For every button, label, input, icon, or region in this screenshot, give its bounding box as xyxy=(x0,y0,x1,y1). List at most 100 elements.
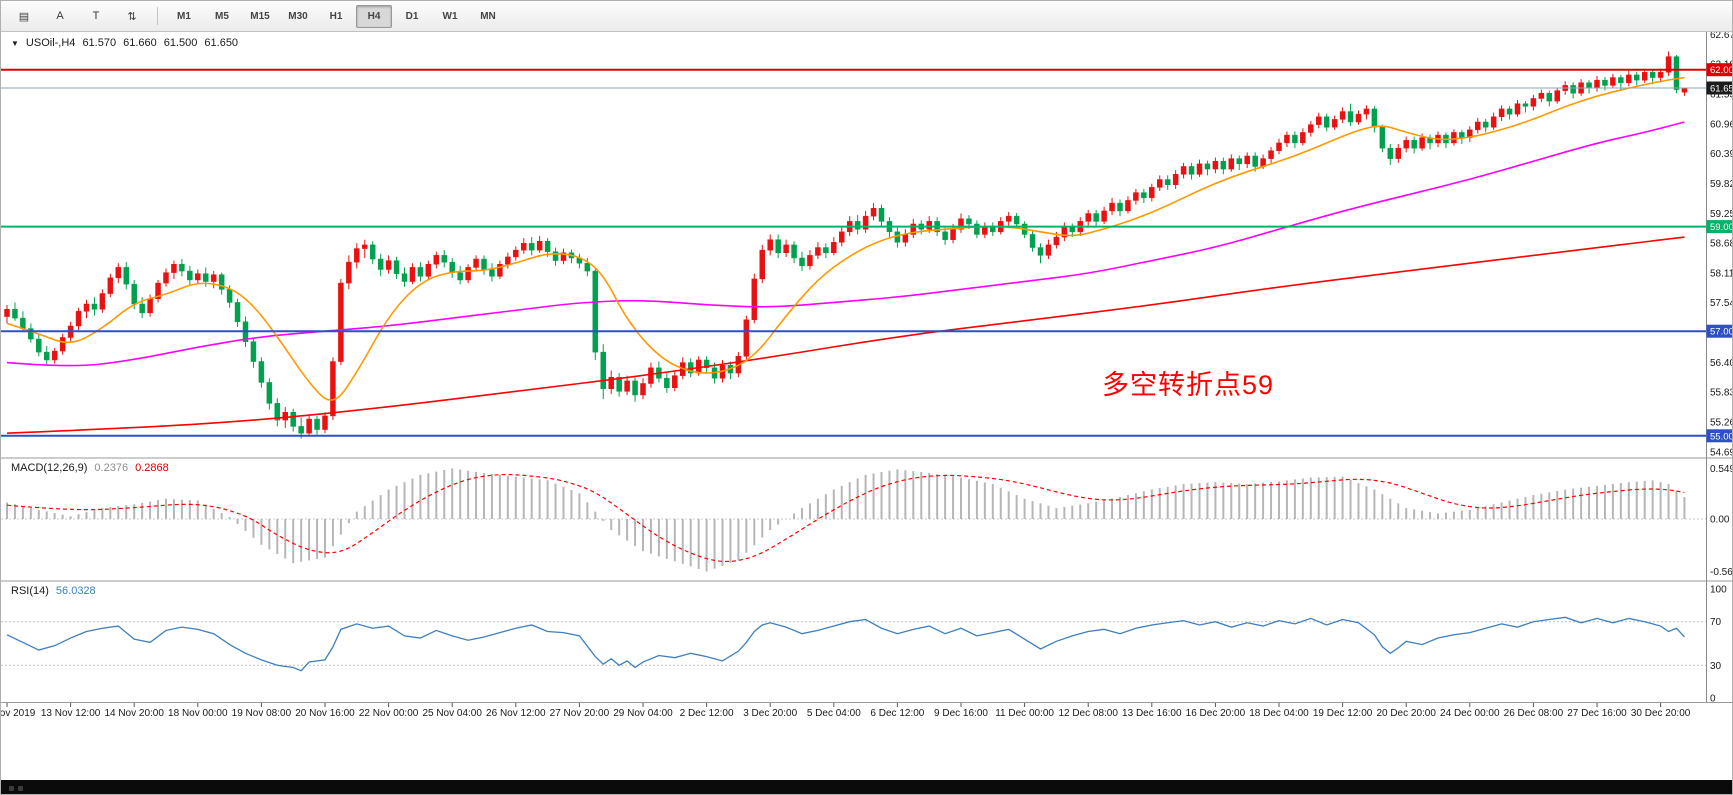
svg-text:22 Nov 00:00: 22 Nov 00:00 xyxy=(359,708,419,719)
macd-name: MACD(12,26,9) xyxy=(11,462,88,474)
ohlc-close: 61.650 xyxy=(204,37,239,49)
svg-text:19 Dec 12:00: 19 Dec 12:00 xyxy=(1313,708,1373,719)
ma-mid-line xyxy=(6,121,1685,367)
svg-text:25 Nov 04:00: 25 Nov 04:00 xyxy=(422,708,482,719)
macd-main-value: 0.2376 xyxy=(94,462,129,474)
svg-text:0: 0 xyxy=(1710,694,1716,705)
toolbar-separator xyxy=(157,7,158,25)
svg-text:0.00: 0.00 xyxy=(1710,515,1730,526)
svg-text:13 Dec 16:00: 13 Dec 16:00 xyxy=(1122,708,1182,719)
rsi-indicator-label: RSI(14) 56.0328 xyxy=(11,585,96,597)
svg-text:100: 100 xyxy=(1710,585,1727,596)
ma-slow-line xyxy=(6,236,1685,434)
svg-text:62.000: 62.000 xyxy=(1710,65,1733,76)
svg-text:61.535: 61.535 xyxy=(1710,90,1733,101)
svg-text:56.405: 56.405 xyxy=(1710,358,1733,369)
svg-text:55.000: 55.000 xyxy=(1710,431,1733,442)
svg-text:12 Dec 08:00: 12 Dec 08:00 xyxy=(1058,708,1118,719)
svg-text:26 Nov 12:00: 26 Nov 12:00 xyxy=(486,708,546,719)
timeframe-button-m30[interactable]: M30 xyxy=(288,10,308,22)
svg-text:59.255: 59.255 xyxy=(1710,209,1733,220)
chart-canvas[interactable]: 62.67562.10561.53560.96560.39559.82559.2… xyxy=(1,1,1733,780)
svg-text:60.395: 60.395 xyxy=(1710,149,1733,160)
text-tool-button[interactable]: T xyxy=(92,10,100,22)
svg-text:58.685: 58.685 xyxy=(1710,239,1733,250)
timeframe-button-w1[interactable]: W1 xyxy=(442,10,458,22)
taskbar-dot xyxy=(9,785,14,791)
svg-text:59.000: 59.000 xyxy=(1710,222,1733,233)
ohlc-open: 61.570 xyxy=(82,37,117,49)
svg-text:20 Nov 16:00: 20 Nov 16:00 xyxy=(295,708,355,719)
svg-text:11 Dec 00:00: 11 Dec 00:00 xyxy=(995,708,1054,719)
svg-text:24 Dec 00:00: 24 Dec 00:00 xyxy=(1440,708,1500,719)
svg-text:29 Nov 04:00: 29 Nov 04:00 xyxy=(613,708,673,719)
rsi-value: 56.0328 xyxy=(55,585,96,597)
chart-window-icon[interactable]: ▤ xyxy=(18,10,30,23)
svg-text:54.695: 54.695 xyxy=(1710,447,1733,458)
svg-text:55.835: 55.835 xyxy=(1710,388,1733,399)
rsi-panel xyxy=(1,621,1706,666)
svg-text:12 Nov 2019: 12 Nov 2019 xyxy=(1,708,36,719)
svg-text:6 Dec 12:00: 6 Dec 12:00 xyxy=(870,708,924,719)
ohlc-high: 61.660 xyxy=(123,37,157,49)
timeframe-button-m1[interactable]: M1 xyxy=(177,10,191,22)
timeframe-button-m15[interactable]: M15 xyxy=(250,10,270,22)
taskbar-dot xyxy=(18,785,23,791)
svg-text:30 Dec 20:00: 30 Dec 20:00 xyxy=(1631,708,1691,719)
timeframe-button-m5[interactable]: M5 xyxy=(215,10,229,22)
svg-text:58.115: 58.115 xyxy=(1710,268,1733,279)
svg-text:57.000: 57.000 xyxy=(1710,327,1733,338)
svg-text:19 Nov 08:00: 19 Nov 08:00 xyxy=(232,708,292,719)
svg-text:57.545: 57.545 xyxy=(1710,298,1733,309)
svg-text:30: 30 xyxy=(1710,661,1722,672)
annotation-a-button[interactable]: A xyxy=(56,10,64,22)
symbol-header: ▼ USOil-,H4 61.570 61.660 61.500 61.650 xyxy=(11,37,238,49)
svg-text:27 Dec 16:00: 27 Dec 16:00 xyxy=(1567,708,1627,719)
scale-toggle-icon[interactable]: ⇅ xyxy=(127,10,137,23)
ohlc-low: 61.500 xyxy=(163,37,198,49)
ma-fast-line xyxy=(6,76,1685,401)
svg-text:20 Dec 20:00: 20 Dec 20:00 xyxy=(1376,708,1436,719)
horizontal-price-lines[interactable] xyxy=(1,68,1706,437)
svg-text:14 Nov 20:00: 14 Nov 20:00 xyxy=(104,708,164,719)
macd-signal-line xyxy=(6,473,1685,563)
svg-text:2 Dec 12:00: 2 Dec 12:00 xyxy=(680,708,734,719)
svg-text:59.825: 59.825 xyxy=(1710,179,1733,190)
rsi-name: RSI(14) xyxy=(11,585,49,597)
svg-text:18 Nov 00:00: 18 Nov 00:00 xyxy=(168,708,228,719)
svg-text:16 Dec 20:00: 16 Dec 20:00 xyxy=(1186,708,1246,719)
rsi-axis[interactable]: 100 70 30 0 xyxy=(1710,585,1727,705)
rsi-line xyxy=(6,616,1685,672)
timeframe-button-d1[interactable]: D1 xyxy=(405,10,419,22)
macd-axis[interactable]: 0.5497 0.00 -0.5685 xyxy=(1710,464,1733,578)
svg-text:62.675: 62.675 xyxy=(1710,30,1733,41)
svg-text:55.265: 55.265 xyxy=(1710,417,1733,428)
svg-text:13 Nov 12:00: 13 Nov 12:00 xyxy=(41,708,101,719)
bottom-bar xyxy=(1,780,1732,794)
macd-signal-value: 0.2868 xyxy=(135,462,169,474)
chevron-down-icon[interactable]: ▼ xyxy=(11,38,19,48)
toolbar: ▤ A T ⇅ M1 M5 M15 M30 H1 H4 D1 W1 MN xyxy=(1,1,1732,32)
timeframe-button-h1[interactable]: H1 xyxy=(329,10,343,22)
timeframe-button-mn[interactable]: MN xyxy=(480,10,496,22)
macd-histogram xyxy=(6,468,1686,572)
chart-annotation-text: 多空转折点59 xyxy=(1102,370,1275,400)
svg-text:61.650: 61.650 xyxy=(1710,84,1733,95)
svg-text:26 Dec 08:00: 26 Dec 08:00 xyxy=(1504,708,1564,719)
svg-text:27 Nov 20:00: 27 Nov 20:00 xyxy=(550,708,610,719)
svg-text:70: 70 xyxy=(1710,617,1722,628)
timeframe-button-h4[interactable]: H4 xyxy=(356,4,392,28)
macd-indicator-label: MACD(12,26,9) 0.2376 0.2868 xyxy=(11,462,169,474)
panel-frame xyxy=(1,31,1732,703)
svg-text:-0.5685: -0.5685 xyxy=(1710,567,1733,578)
symbol-label: USOil-,H4 xyxy=(25,37,76,49)
price-tags: 62.000 61.650 59.000 57.000 55.000 xyxy=(1706,63,1733,443)
svg-text:5 Dec 04:00: 5 Dec 04:00 xyxy=(807,708,861,719)
svg-text:60.965: 60.965 xyxy=(1710,119,1733,130)
svg-text:3 Dec 20:00: 3 Dec 20:00 xyxy=(743,708,797,719)
svg-text:9 Dec 16:00: 9 Dec 16:00 xyxy=(934,708,988,719)
svg-text:18 Dec 04:00: 18 Dec 04:00 xyxy=(1249,708,1309,719)
